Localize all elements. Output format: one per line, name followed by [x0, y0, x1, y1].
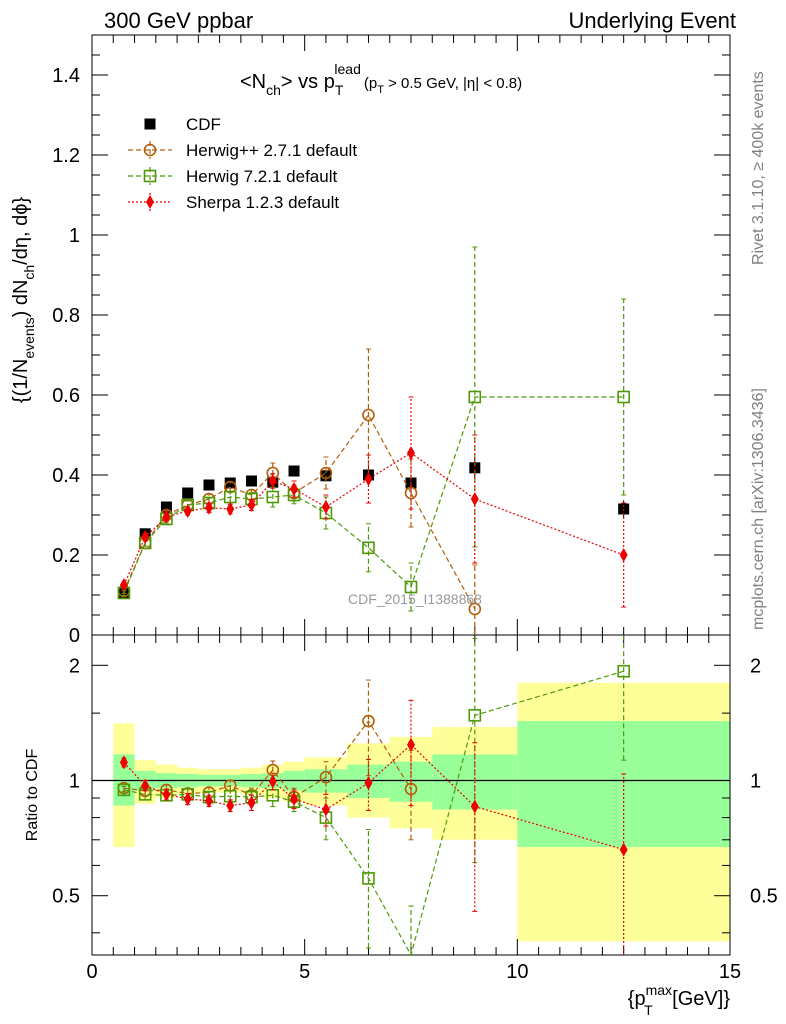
legend-label: Herwig++ 2.7.1 default	[186, 141, 357, 160]
main-sherpa-point	[364, 472, 373, 486]
ratio-sherpa-point	[364, 776, 373, 791]
ratio-sherpa-point	[290, 791, 299, 806]
cdf-point	[203, 479, 215, 491]
main-herwig-point	[266, 490, 280, 504]
ratio-sherpa-point	[619, 842, 628, 857]
ratio-herwig-point	[617, 664, 630, 678]
y-tick-label: 0	[69, 625, 80, 647]
y-tick-label: 1.4	[52, 65, 80, 87]
ratio-sherpa-line	[123, 743, 624, 851]
ratio-herwig-point	[468, 709, 482, 722]
legend-label: CDF	[186, 115, 221, 134]
y-tick-label: 0.4	[52, 465, 80, 487]
y-tick-label: 0.2	[52, 545, 80, 567]
cdf-point	[288, 465, 300, 477]
header-right: Underlying Event	[568, 8, 736, 33]
main-sherpa-point	[321, 500, 330, 514]
main-sherpa-point	[226, 502, 235, 516]
mcplots-label: mcplots.cern.ch [arXiv:1306.3436]	[750, 388, 767, 630]
cdf-point	[320, 470, 332, 482]
main-sherpa-point	[162, 510, 171, 524]
y-axis-label: {(1/Nevents) dNch/dη, dϕ}	[10, 197, 37, 404]
main-herwig-point	[468, 390, 482, 404]
main-sherpa-point	[204, 500, 213, 515]
main-sherpa-point	[407, 446, 415, 460]
y-tick-label: 0.6	[52, 385, 80, 407]
ratio-sherpa-point	[226, 798, 235, 813]
cdf-point	[160, 501, 172, 513]
main-sherpa-point	[183, 504, 192, 518]
legend-marker	[146, 195, 154, 209]
main-herwig-point	[404, 580, 418, 594]
main-sherpa-point	[141, 530, 150, 544]
cdf-point	[182, 487, 194, 499]
main-sherpa-point	[619, 548, 628, 562]
ratio-herwig++-point	[404, 782, 418, 796]
ratio-sherpa-point	[268, 774, 277, 789]
legend-marker	[143, 143, 157, 157]
y-tick-label: 1	[69, 225, 80, 247]
ratio-sherpa-point	[247, 795, 256, 810]
header-left: 300 GeV ppbar	[104, 8, 254, 33]
main-herwig-point	[362, 541, 375, 555]
ratio-sherpa-point	[204, 793, 213, 808]
x-tick-label: 15	[719, 961, 741, 983]
plot-title: <Nch> vs pTlead(pT > 0.5 GeV, |η| < 0.8)	[240, 61, 522, 98]
main-sherpa-point	[470, 492, 479, 506]
ratio-axis-label: Ratio to CDF	[24, 749, 41, 842]
ratio-sherpa-point	[162, 787, 171, 802]
ratio-tick-label: 0.5	[52, 886, 80, 908]
ratio-herwig++-point	[362, 714, 375, 728]
y-tick-label: 0.8	[52, 305, 80, 327]
y-tick-label: 1.2	[52, 145, 80, 167]
ratio-sherpa-point	[183, 791, 192, 806]
legend: CDF Herwig++ 2.7.1 default Herwig 7.2.1 de…	[128, 115, 357, 212]
legend-marker	[143, 169, 157, 183]
main-herwig++-point	[362, 408, 375, 422]
ratio-tick-label: 1	[69, 771, 80, 793]
main-sherpa-point	[119, 578, 128, 592]
main-herwig++-point	[319, 466, 333, 480]
legend-label: Sherpa 1.2.3 default	[186, 193, 339, 212]
ratio-tick-label-right: 2	[750, 655, 761, 677]
ratio-tick-label-right: 1	[750, 771, 761, 793]
ratio-herwig-point	[362, 872, 375, 885]
main-sherpa-point	[290, 482, 299, 496]
data-series	[117, 246, 630, 957]
x-tick-label: 10	[506, 961, 528, 983]
main-herwig-line	[123, 396, 624, 594]
main-herwig-point	[617, 390, 630, 404]
x-tick-label: 5	[299, 961, 310, 983]
ratio-uncertainty-bands	[113, 682, 730, 942]
cdf-point	[246, 475, 257, 487]
ratio-tick-label-right: 0.5	[750, 886, 778, 908]
cdf-point	[469, 462, 481, 474]
x-axis-label: {pmax T [GeV]}	[628, 982, 731, 1018]
main-herwig++-point	[468, 602, 482, 616]
legend-label: Herwig 7.2.1 default	[186, 167, 337, 186]
legend-marker-cdf	[144, 118, 156, 130]
ratio-sherpa-point	[470, 799, 479, 814]
watermark: CDF_2015_I1388868	[348, 591, 482, 607]
ratio-sherpa-point	[321, 802, 330, 817]
x-tick-label: 0	[86, 961, 97, 983]
ratio-herwig-line	[123, 670, 624, 957]
ratio-sherpa-point	[407, 737, 415, 752]
main-sherpa-line	[123, 452, 624, 586]
main-sherpa-point	[247, 498, 256, 512]
ratio-sherpa-point	[141, 778, 150, 793]
ratio-herwig-point	[117, 783, 131, 797]
main-sherpa-point	[268, 474, 277, 488]
ratio-tick-label: 2	[69, 655, 80, 677]
rivet-label: Rivet 3.1.10, ≥ 400k events	[750, 71, 767, 265]
ratio-herwig++-point	[319, 770, 333, 784]
ratio-herwig++-line	[123, 720, 412, 798]
ratio-sherpa-point	[119, 755, 128, 770]
